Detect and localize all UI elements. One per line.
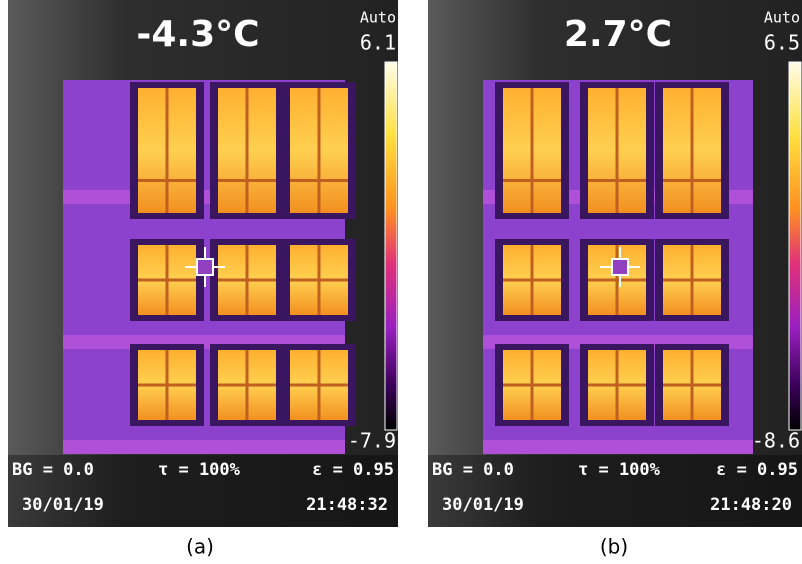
time: 21:48:20: [710, 495, 792, 515]
background-temp: BG = 0.0: [12, 460, 94, 480]
transmission: τ = 100%: [578, 460, 661, 480]
background-temp: BG = 0.0: [432, 460, 514, 480]
caption: (a): [186, 535, 214, 559]
thermal-image: 2.7°C Auto 6.5 -8.6 BG = 0.0 τ = 100% ε = 0.95…: [428, 0, 802, 527]
crosshair-box: [197, 259, 213, 275]
time: 21:48:32: [306, 495, 388, 515]
crosshair-box: [612, 259, 628, 275]
temperature: -4.3°C: [136, 14, 259, 55]
temperature: 2.7°C: [564, 14, 672, 55]
thermal-panel: -4.3°C Auto 6.1 -7.9 BG = 0.0 τ = 100% ε = 0.9…: [8, 0, 398, 559]
mode: Auto: [360, 9, 396, 27]
mode: Auto: [764, 9, 800, 27]
date: 30/01/19: [442, 495, 524, 515]
thermal-image: -4.3°C Auto 6.1 -7.9 BG = 0.0 τ = 100% ε = 0.9…: [8, 0, 398, 527]
transmission: τ = 100%: [158, 460, 241, 480]
thermal-panel: 2.7°C Auto 6.5 -8.6 BG = 0.0 τ = 100% ε = 0.95…: [428, 0, 802, 559]
scale-max: 6.1: [360, 31, 396, 55]
figure: -4.3°C Auto 6.1 -7.9 BG = 0.0 τ = 100% ε = 0.9…: [0, 0, 802, 564]
floor-band: [63, 440, 345, 454]
caption: (b): [600, 535, 628, 559]
scale-min: -8.6: [752, 429, 800, 453]
date: 30/01/19: [22, 495, 104, 515]
floor-band: [483, 440, 753, 454]
emissivity: ε = 0.95: [312, 460, 394, 480]
color-bar: [789, 62, 801, 430]
scale-max: 6.5: [764, 31, 800, 55]
scale-min: -7.9: [348, 429, 396, 453]
color-bar: [385, 62, 397, 430]
emissivity: ε = 0.95: [716, 460, 798, 480]
